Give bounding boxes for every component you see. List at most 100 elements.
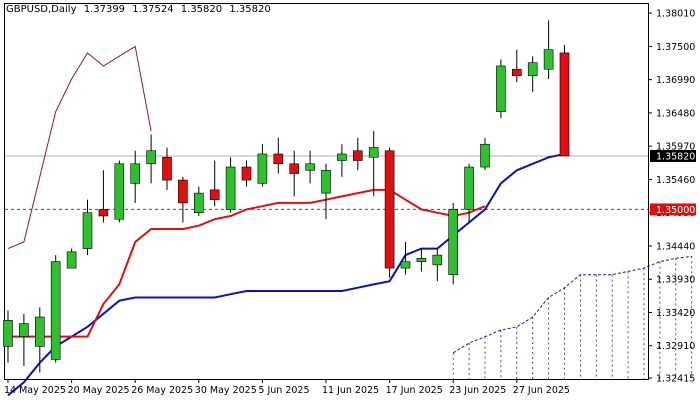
- x-tick-label: 5 Jun 2025: [258, 385, 309, 396]
- bull-candle-body[interactable]: [543, 49, 554, 70]
- bear-candle-body[interactable]: [178, 179, 188, 204]
- bear-candle-body[interactable]: [559, 52, 570, 157]
- current-price-tag: [650, 149, 696, 162]
- high-value: 1.37524: [132, 4, 174, 15]
- candle[interactable]: [257, 144, 268, 187]
- candle[interactable]: [305, 150, 315, 184]
- bear-candle-body[interactable]: [98, 209, 109, 217]
- candle[interactable]: [527, 56, 538, 93]
- kijun-line: [7, 153, 565, 397]
- candle[interactable]: [241, 160, 252, 187]
- current-price-label: 1.35820: [656, 151, 695, 162]
- candle[interactable]: [289, 150, 300, 197]
- candle[interactable]: [50, 255, 61, 363]
- y-tick-label: 1.33420: [656, 308, 695, 319]
- candle[interactable]: [162, 147, 172, 190]
- bull-candle-body[interactable]: [416, 258, 427, 262]
- y-tick-label: 1.32415: [656, 374, 695, 385]
- support-level-label: 1.35000: [656, 205, 695, 216]
- candle[interactable]: [321, 163, 331, 220]
- candle[interactable]: [400, 242, 411, 275]
- candle[interactable]: [194, 186, 204, 216]
- bull-candle-body[interactable]: [34, 316, 45, 347]
- bear-candle-body[interactable]: [384, 150, 395, 269]
- candle[interactable]: [3, 310, 13, 363]
- candle[interactable]: [146, 134, 156, 184]
- candle[interactable]: [225, 157, 236, 213]
- candle[interactable]: [384, 147, 395, 278]
- bull-candle-body[interactable]: [400, 261, 411, 269]
- bull-candle-body[interactable]: [337, 153, 347, 161]
- bull-candle-body[interactable]: [82, 212, 93, 249]
- candle[interactable]: [98, 170, 109, 223]
- candle[interactable]: [543, 20, 554, 79]
- x-tick-label: 17 Jun 2025: [386, 385, 443, 396]
- candle[interactable]: [19, 313, 29, 366]
- candle[interactable]: [273, 137, 284, 174]
- bull-candle-body[interactable]: [527, 62, 538, 77]
- bull-candle-body[interactable]: [257, 153, 268, 184]
- bull-candle-body[interactable]: [50, 261, 61, 360]
- bull-candle-body[interactable]: [225, 166, 236, 210]
- candle[interactable]: [432, 248, 443, 282]
- y-tick-label: 1.36990: [656, 75, 695, 86]
- x-tick-label: 23 Jun 2025: [449, 385, 506, 396]
- bull-candle-body[interactable]: [130, 163, 140, 184]
- bull-candle-body[interactable]: [194, 192, 204, 213]
- bull-candle-body[interactable]: [19, 323, 29, 337]
- bear-candle-body[interactable]: [511, 68, 522, 77]
- candle[interactable]: [66, 248, 77, 269]
- bear-candle-body[interactable]: [241, 166, 252, 181]
- candle[interactable]: [480, 137, 490, 171]
- x-tick-label: 11 Jun 2025: [322, 385, 379, 396]
- candle[interactable]: [416, 248, 427, 272]
- x-axis: 14 May 2025 20 May 2025 26 May 2025 30 May …: [4, 379, 570, 396]
- x-tick-label: 20 May 2025: [68, 385, 130, 396]
- candle[interactable]: [114, 160, 125, 223]
- candle[interactable]: [448, 202, 459, 285]
- candle[interactable]: [559, 45, 570, 157]
- bull-candle-body[interactable]: [480, 143, 490, 168]
- candle[interactable]: [464, 163, 474, 223]
- candle[interactable]: [178, 176, 188, 223]
- candle[interactable]: [511, 49, 522, 83]
- bull-candle-body[interactable]: [114, 163, 125, 220]
- candle[interactable]: [368, 131, 379, 197]
- x-tick-label: 26 May 2025: [131, 385, 193, 396]
- bull-candle-body[interactable]: [448, 209, 459, 275]
- bull-candle-body[interactable]: [305, 163, 315, 171]
- bull-candle-body[interactable]: [368, 147, 379, 158]
- bear-candle-body[interactable]: [273, 153, 284, 165]
- y-tick-label: 1.33930: [656, 275, 695, 286]
- bull-candle-body[interactable]: [146, 150, 156, 165]
- reference-lines: [5, 155, 648, 210]
- candle[interactable]: [496, 59, 506, 119]
- low-value: 1.35820: [180, 4, 223, 15]
- x-tick-label: 14 May 2025: [4, 385, 66, 396]
- bull-candle-body[interactable]: [496, 65, 506, 112]
- candle[interactable]: [209, 160, 220, 207]
- bear-candle-body[interactable]: [289, 163, 300, 174]
- bear-candle-body[interactable]: [162, 156, 172, 181]
- tenkan-line: [8, 188, 486, 338]
- bear-candle-body[interactable]: [209, 189, 220, 200]
- close-value: 1.35820: [229, 4, 271, 15]
- bull-candle-body[interactable]: [432, 254, 443, 266]
- candle[interactable]: [352, 137, 363, 171]
- bull-candle-body[interactable]: [3, 320, 13, 347]
- bull-candle-body[interactable]: [464, 166, 474, 210]
- candles[interactable]: [3, 20, 570, 373]
- x-tick-label: 30 May 2025: [195, 385, 257, 396]
- y-tick-label: 1.38010: [656, 9, 695, 20]
- x-tick-label: 27 Jun 2025: [513, 385, 570, 396]
- bull-candle-body[interactable]: [321, 170, 331, 194]
- candle[interactable]: [337, 144, 347, 177]
- candle[interactable]: [82, 199, 93, 256]
- y-tick-label: 1.35460: [656, 175, 695, 186]
- bear-candle-body[interactable]: [352, 150, 363, 161]
- candle[interactable]: [130, 150, 140, 203]
- bull-candle-body[interactable]: [66, 251, 77, 269]
- candle[interactable]: [34, 307, 45, 373]
- ichimoku-cloud: [452, 255, 693, 379]
